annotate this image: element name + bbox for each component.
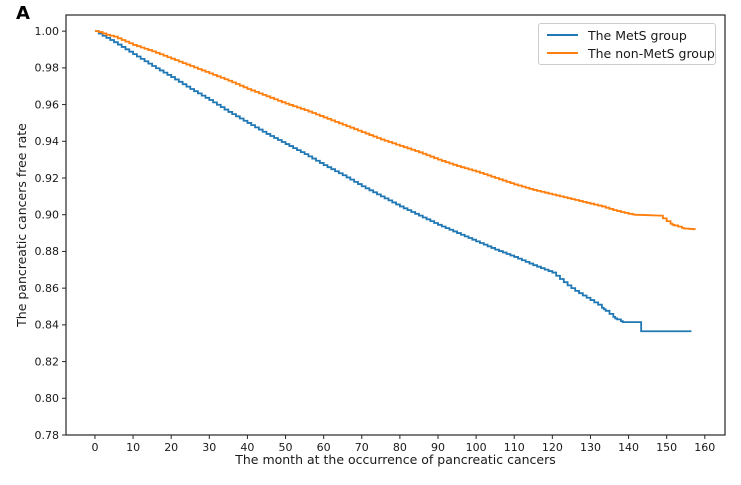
x-tick-label: 140 xyxy=(618,441,639,454)
legend-row-mets: The MetS group xyxy=(547,26,707,44)
x-tick-label: 90 xyxy=(431,441,445,454)
x-tick-label: 160 xyxy=(694,441,715,454)
curve-mets xyxy=(94,30,692,333)
x-tick-label: 40 xyxy=(240,441,254,454)
x-tick-label: 120 xyxy=(542,441,563,454)
x-axis-label: The month at the occurrence of pancreati… xyxy=(235,452,556,467)
x-tick-label: 60 xyxy=(317,441,331,454)
x-tick-label: 80 xyxy=(393,441,407,454)
x-tick-label: 150 xyxy=(656,441,677,454)
non-mets-line-sample-icon xyxy=(547,52,578,54)
x-tick-label: 70 xyxy=(355,441,369,454)
legend-label-non-mets: The non-MetS group xyxy=(588,45,715,61)
x-tick-label: 50 xyxy=(279,441,293,454)
y-tick-label: 1.00 xyxy=(35,25,60,38)
y-tick-label: 0.78 xyxy=(35,429,60,442)
x-tick-label: 10 xyxy=(126,441,140,454)
y-tick-label: 0.90 xyxy=(35,209,60,222)
x-tick-label: 0 xyxy=(91,441,98,454)
y-axis-label: The pancreatic cancers free rate xyxy=(14,123,29,327)
x-tick-label: 130 xyxy=(580,441,601,454)
legend-row-non-mets: The non-MetS group xyxy=(547,44,715,62)
mets-line-sample-icon xyxy=(547,34,578,36)
y-tick-label: 0.94 xyxy=(35,135,60,148)
curve-non-mets xyxy=(94,30,697,231)
y-tick-label: 0.88 xyxy=(35,245,60,258)
y-tick-label: 0.80 xyxy=(35,392,60,405)
x-tick-label: 100 xyxy=(466,441,487,454)
y-tick-label: 0.86 xyxy=(35,282,60,295)
y-tick-label: 0.82 xyxy=(35,355,60,368)
y-tick-label: 0.84 xyxy=(35,319,60,332)
plot-frame xyxy=(65,14,726,436)
y-tick-label: 0.98 xyxy=(35,62,60,75)
legend: The MetS group The non-MetS group xyxy=(538,23,716,65)
legend-label-mets: The MetS group xyxy=(588,27,687,43)
y-tick-label: 0.92 xyxy=(35,172,60,185)
x-tick-label: 30 xyxy=(202,441,216,454)
x-tick-label: 20 xyxy=(164,441,178,454)
panel-label: A xyxy=(16,3,30,24)
y-tick-label: 0.96 xyxy=(35,98,60,111)
x-tick-label: 110 xyxy=(504,441,525,454)
